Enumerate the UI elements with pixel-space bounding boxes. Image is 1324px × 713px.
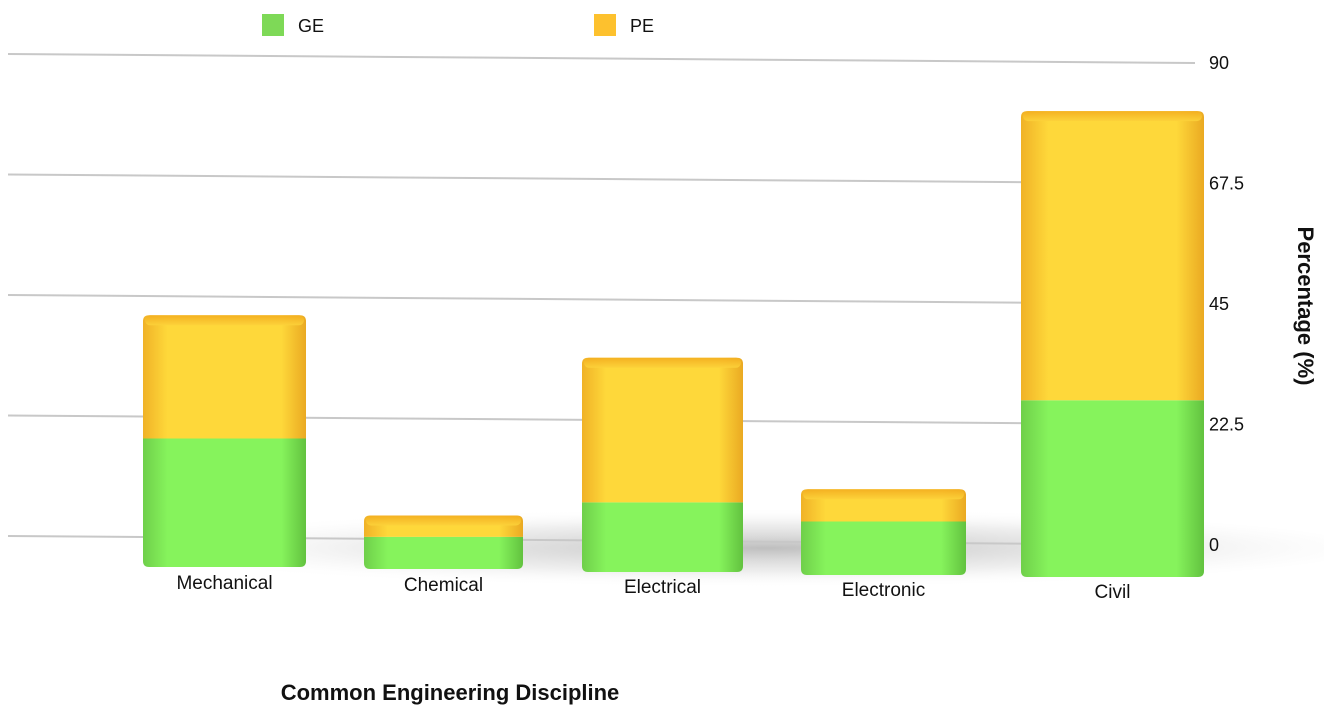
- bar-top-face-electrical: [584, 357, 741, 368]
- bar-ge-mechanical: [143, 438, 306, 567]
- y-tick-label: 90: [1209, 53, 1229, 73]
- bar-ge-electrical: [582, 502, 743, 572]
- legend-label-ge: GE: [298, 16, 324, 36]
- y-tick-label: 22.5: [1209, 415, 1244, 435]
- bar-group-electrical: [582, 357, 743, 572]
- gridline: [7, 173, 1196, 185]
- x-tick-label: Chemical: [404, 575, 483, 596]
- y-tick-label: 0: [1209, 535, 1219, 555]
- y-axis-title: Percentage (%): [1293, 227, 1318, 386]
- legend-swatch-ge: [262, 14, 284, 36]
- bar-pe-civil: [1021, 111, 1204, 401]
- bar-top-face-chemical: [366, 515, 521, 526]
- bars: [143, 111, 1204, 577]
- gridline: [7, 53, 1196, 64]
- bar-top-face-electronic: [803, 489, 964, 500]
- x-axis-categories: Mechanical Chemical Electrical Electronic Ci…: [176, 573, 1130, 603]
- x-axis-title: Common Engineering Discipline: [281, 680, 620, 705]
- bar-group-electronic: [801, 489, 966, 575]
- bar-pe-electrical: [582, 357, 743, 503]
- y-axis-ticks: 0 22.5 45 67.5 90: [1209, 53, 1244, 555]
- bar-group-mechanical: [143, 315, 306, 567]
- legend: GE PE: [262, 14, 654, 36]
- legend-swatch-pe: [594, 14, 616, 36]
- y-tick-label: 67.5: [1209, 174, 1244, 194]
- bar-pe-mechanical: [143, 315, 306, 439]
- bar-ge-electronic: [801, 521, 966, 575]
- x-tick-label: Electronic: [842, 580, 925, 601]
- bar-top-face-mechanical: [145, 315, 304, 326]
- gridline: [7, 294, 1196, 305]
- x-tick-label: Mechanical: [176, 573, 272, 594]
- bar-ge-civil: [1021, 400, 1204, 577]
- bar-ge-chemical: [364, 536, 523, 569]
- y-tick-label: 45: [1209, 294, 1229, 314]
- x-tick-label: Civil: [1095, 582, 1131, 603]
- bar-group-civil: [1021, 111, 1204, 577]
- x-tick-label: Electrical: [624, 577, 701, 598]
- legend-label-pe: PE: [630, 16, 654, 36]
- bar-top-face-civil: [1023, 111, 1202, 122]
- bar-group-chemical: [364, 515, 523, 569]
